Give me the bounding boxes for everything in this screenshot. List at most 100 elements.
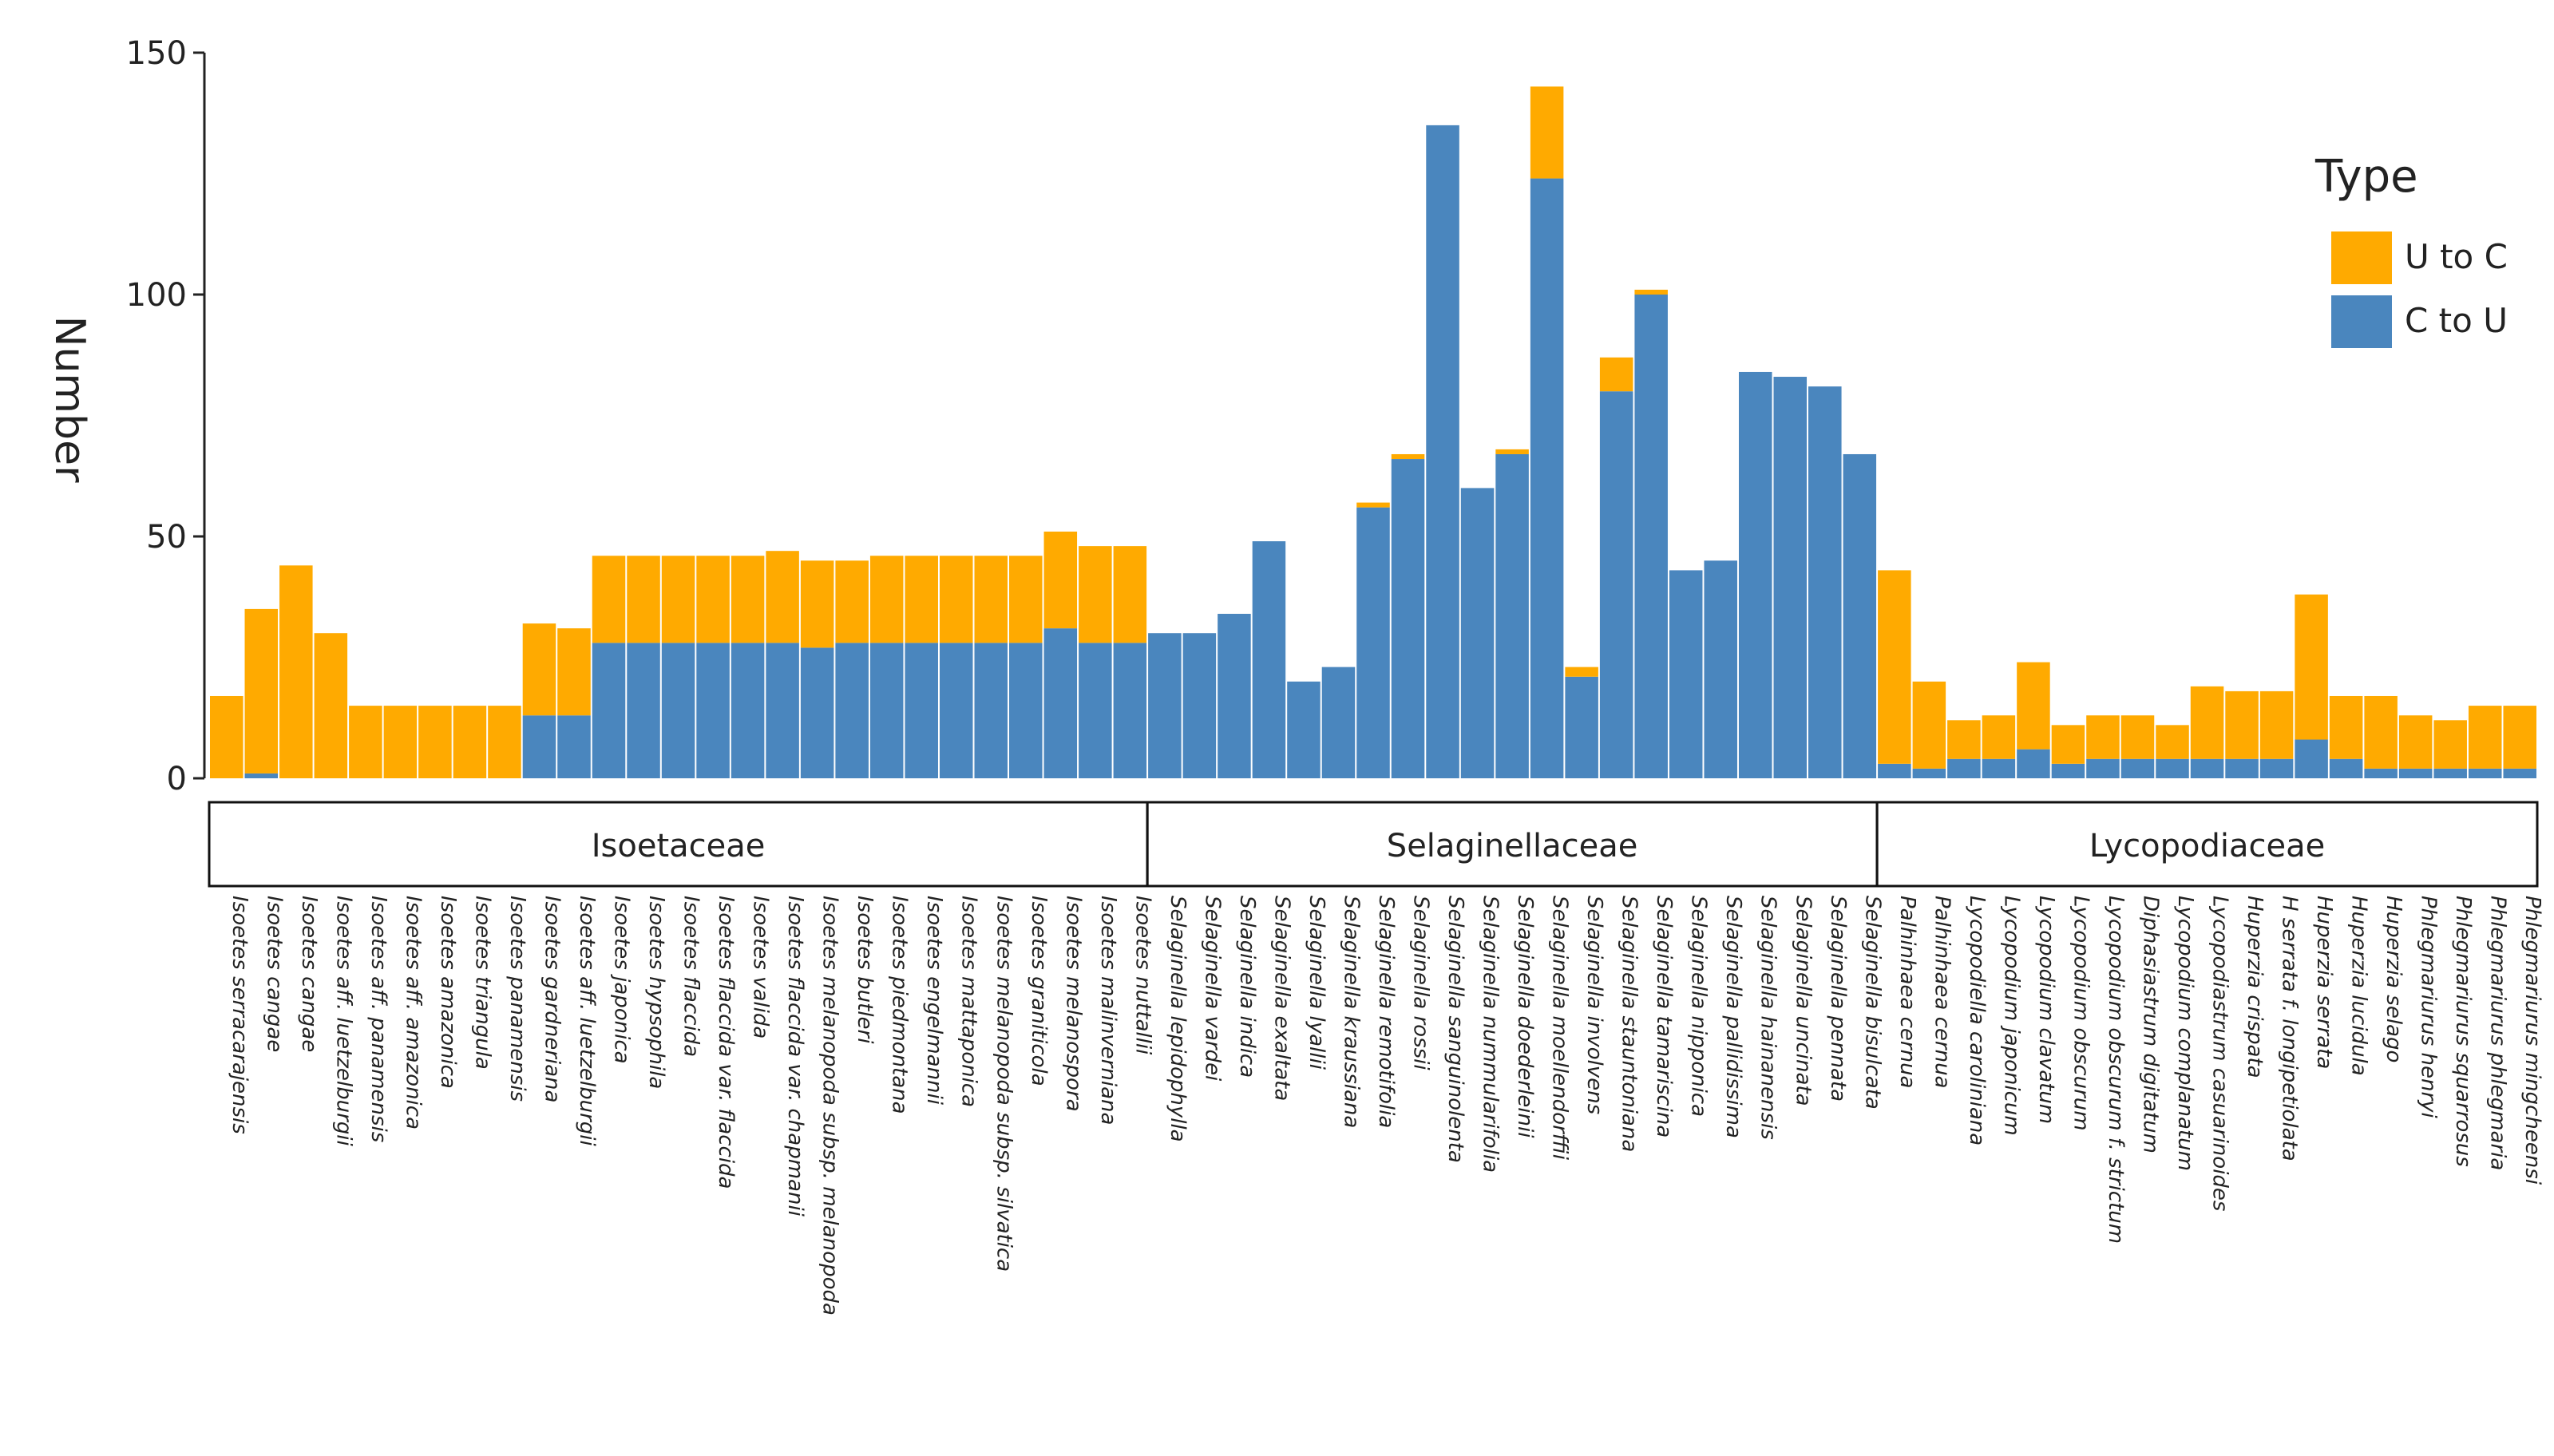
legend-label: U to C xyxy=(2405,237,2508,276)
x-tick-label: Phlegmariurus phlegmaria xyxy=(2486,896,2510,1170)
bar-segment xyxy=(1565,667,1598,677)
x-tick-label: Huperzia serrata xyxy=(2312,896,2336,1069)
bar-segment xyxy=(1391,459,1425,778)
bar-segment xyxy=(592,643,626,778)
bar-segment xyxy=(1947,758,1981,778)
bar-segment xyxy=(2190,686,2224,759)
x-tick-label: Lycopodiella caroliniana xyxy=(1965,896,1989,1145)
x-tick-label: Isoetes amazonica xyxy=(436,896,460,1089)
bar-segment xyxy=(2398,768,2433,778)
x-tick-label: Selaginella tamariscina xyxy=(1652,896,1676,1138)
bar-segment xyxy=(1079,546,1112,643)
bar-segment xyxy=(1009,643,1043,778)
x-tick-label: Selaginella kraussiana xyxy=(1339,896,1363,1128)
x-tick-label: Selaginella sanguinolenta xyxy=(1443,896,1467,1163)
bar-segment xyxy=(1426,125,1459,778)
bar-segment xyxy=(1113,643,1147,778)
x-tick-label: Isoetes malinverniana xyxy=(1096,896,1120,1125)
x-tick-label: Isoetes piedmontana xyxy=(888,896,912,1114)
bar-segment xyxy=(1808,386,1842,778)
bar-segment xyxy=(661,556,695,643)
x-tick-label: Selaginella bisulcata xyxy=(1860,896,1884,1110)
x-tick-label: Selaginella involvens xyxy=(1582,896,1606,1114)
x-tick-label: Isoetes melanopoda subsp. silvatica xyxy=(992,896,1016,1272)
bar-segment xyxy=(1495,449,1529,454)
x-tick-label: Huperzia lucidula xyxy=(2347,896,2371,1076)
bar-segment xyxy=(2398,715,2433,769)
bar-segment xyxy=(1218,613,1251,778)
x-tick-label: Diphasiastrum digitatum xyxy=(2138,896,2162,1153)
x-tick-label: Selaginella vardei xyxy=(1200,896,1224,1082)
bar-segment xyxy=(1113,546,1147,643)
bar-segment xyxy=(939,643,973,778)
x-tick-label: Selaginella nipponica xyxy=(1687,896,1711,1117)
x-tick-label: Isoetes flaccida var. chapmanii xyxy=(783,896,807,1217)
x-tick-label: Huperzia selago xyxy=(2382,896,2406,1062)
bar-segment xyxy=(696,556,730,643)
bar-segment xyxy=(1356,507,1390,778)
x-tick-label: Selaginella pennata xyxy=(1826,896,1850,1102)
x-tick-label: Palhinhaea cernua xyxy=(1895,896,1919,1089)
x-tick-label: Isoetes cangae xyxy=(297,896,321,1052)
bar-segment xyxy=(1043,628,1078,778)
x-tick-label: Phlegmariurus mingcheensi xyxy=(2520,896,2544,1185)
bar-segment xyxy=(592,556,626,643)
x-tick-label: Isoetes mattaponica xyxy=(957,896,981,1107)
x-tick-label: Lycopodiastrum casuarinoides xyxy=(2208,896,2232,1211)
bar-segment xyxy=(1287,681,1321,778)
bar-segment xyxy=(2503,706,2536,769)
bar-segment xyxy=(2051,725,2085,764)
bar-segment xyxy=(974,643,1008,778)
x-tick-label: Isoetes melanopoda subsp. melanopoda xyxy=(818,896,842,1316)
x-tick-label: Lycopodium obscurum xyxy=(2069,896,2093,1131)
x-tick-label: Selaginella lyallii xyxy=(1305,896,1328,1070)
bar-segment xyxy=(2468,706,2502,769)
x-tick-label: Isoetes butleri xyxy=(853,896,877,1044)
bar-segment xyxy=(1565,676,1598,778)
bar-segment xyxy=(488,706,521,778)
y-tick-label: 50 xyxy=(146,519,187,556)
bar-segment xyxy=(1738,371,1772,778)
bar-segment xyxy=(1530,86,1564,179)
group-box xyxy=(1875,801,2539,888)
x-tick-label: Isoetes flaccida var. flaccida xyxy=(714,896,738,1189)
y-axis-label: Number xyxy=(46,316,93,484)
bar-segment xyxy=(1704,560,1737,778)
bar-segment xyxy=(1878,570,1911,764)
bar-segment xyxy=(1634,295,1668,778)
bar-segment xyxy=(1321,667,1356,778)
bar-segment xyxy=(383,706,418,778)
x-tick-label: Isoetes cangae xyxy=(262,896,286,1052)
bar-segment xyxy=(1391,453,1425,460)
bar-segment xyxy=(2468,768,2502,778)
x-tick-label: Isoetes aff. panamensis xyxy=(366,896,390,1142)
x-tick-label: Selaginella indica xyxy=(1235,896,1259,1078)
x-tick-label: Selaginella rossii xyxy=(1409,896,1433,1070)
bar-segment xyxy=(1356,502,1390,508)
bar-segment xyxy=(522,715,556,778)
bar-segment xyxy=(835,643,869,778)
bar-segment xyxy=(522,623,556,716)
x-tick-label: Isoetes serracarajensis xyxy=(228,896,251,1134)
bar-segment xyxy=(1912,768,1946,778)
bar-segment xyxy=(800,647,834,778)
x-tick-label: H serrata f. longipetiolata xyxy=(2278,896,2302,1161)
bar-segment xyxy=(2295,594,2328,740)
bar-segment xyxy=(696,643,730,778)
bar-segment xyxy=(1495,453,1529,778)
bar-segment xyxy=(2190,758,2224,778)
bar-segment xyxy=(2329,758,2363,778)
x-tick-label: Isoetes graniticola xyxy=(1027,896,1051,1086)
y-tick-label: 0 xyxy=(167,761,187,797)
bar-segment xyxy=(1460,488,1495,778)
bar-segment xyxy=(2259,690,2294,759)
x-tick-label: Selaginella uncinata xyxy=(1791,896,1815,1106)
bar-segment xyxy=(244,608,279,774)
group-label: Lycopodiaceae xyxy=(2089,828,2325,864)
x-tick-label: Huperzia crispata xyxy=(2243,896,2267,1078)
group-label: Isoetaceae xyxy=(592,828,766,864)
bar-segment xyxy=(731,556,765,643)
bar-segment xyxy=(939,556,973,643)
bar-segment xyxy=(2120,715,2155,759)
x-tick-label: Phlegmariurus henryi xyxy=(2417,896,2441,1119)
